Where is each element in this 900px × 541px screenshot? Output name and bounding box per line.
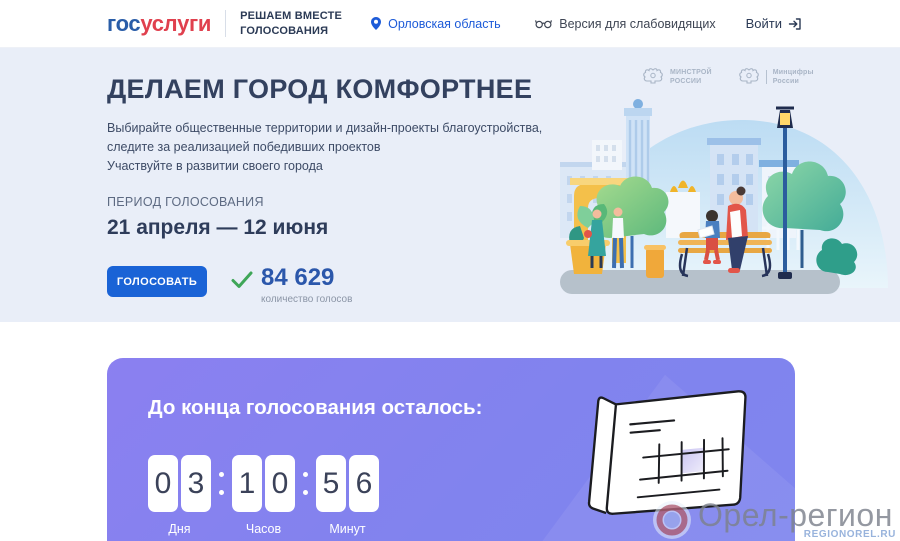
eagle-emblem-icon xyxy=(738,68,759,84)
countdown-heading: До конца голосования осталось: xyxy=(148,396,483,419)
watermark-subtitle: REGIONOREL.RU xyxy=(803,529,896,540)
timer-minutes-digits: 5 6 xyxy=(316,455,379,512)
timer-colon xyxy=(219,455,224,512)
digit-box: 0 xyxy=(148,455,178,512)
region-label: Орловская область xyxy=(388,16,501,31)
header-right: Версия для слабовидящих Войти xyxy=(535,16,802,31)
eagle-emblem-icon xyxy=(643,68,663,84)
login-label: Войти xyxy=(745,16,782,31)
ministry-logos: Минстрой России Минцифры России xyxy=(642,67,814,87)
header: госуслуги РЕШАЕМ ВМЕСТЕ ГОЛОСОВАНИЯ Орло… xyxy=(0,0,900,48)
eyeglasses-icon xyxy=(535,20,553,29)
vote-button[interactable]: ГОЛОСОВАТЬ xyxy=(107,266,207,297)
voting-period-dates: 21 апреля — 12 июня xyxy=(107,216,329,239)
votes-caption: количество голосов xyxy=(261,294,353,305)
hero-content: ДЕЛАЕМ ГОРОД КОМФОРТНЕЕ Выбирайте общест… xyxy=(107,74,567,305)
location-pin-icon xyxy=(371,17,382,30)
region-selector[interactable]: Орловская область xyxy=(370,16,501,31)
voting-period-label: ПЕРИОД ГОЛОСОВАНИЯ xyxy=(107,195,264,209)
logo-part-blue: гос xyxy=(107,10,141,36)
timer-hours-group: 1 0 Часов xyxy=(232,455,295,536)
minstroy-line1: Минстрой xyxy=(670,68,712,76)
timer-colon xyxy=(303,455,308,512)
accessibility-link[interactable]: Версия для слабовидящих xyxy=(535,16,716,31)
digit-box: 0 xyxy=(265,455,295,512)
digit-box: 6 xyxy=(349,455,379,512)
login-arrow-icon xyxy=(788,17,801,30)
minstroy-line2: России xyxy=(670,78,702,85)
timer-days-label: Дня xyxy=(168,522,191,536)
park-illustration xyxy=(560,99,888,294)
mincifry-logo: Минцифры России xyxy=(738,67,814,87)
page-title: ДЕЛАЕМ ГОРОД КОМФОРТНЕЕ xyxy=(107,74,533,104)
gosuslugi-logo[interactable]: госуслуги xyxy=(107,11,211,37)
votes-counter: 84 629 количество голосов xyxy=(231,266,352,305)
digit-box: 5 xyxy=(316,455,346,512)
countdown-section: До конца голосования осталось: 0 3 Дня 1… xyxy=(107,358,795,541)
hero-description-line: Участвуйте в развитии своего города xyxy=(107,159,323,173)
timer-days-digits: 0 3 xyxy=(148,455,211,512)
hero-description-line: Выбирайте общественные территории и диза… xyxy=(107,121,543,135)
mincifry-line1: Минцифры xyxy=(772,68,814,76)
timer-hours-label: Часов xyxy=(245,522,282,536)
ministry-divider xyxy=(765,70,767,84)
login-button[interactable]: Войти xyxy=(746,16,802,31)
digit-box: 1 xyxy=(232,455,262,512)
hero-description-line: следите за реализацией победивших проект… xyxy=(107,140,381,154)
mincifry-text: Минцифры России xyxy=(773,68,814,87)
action-row: ГОЛОСОВАТЬ 84 629 количество голосов xyxy=(107,266,567,305)
hero-section: ДЕЛАЕМ ГОРОД КОМФОРТНЕЕ Выбирайте общест… xyxy=(0,48,900,322)
timer-minutes-group: 5 6 Минут xyxy=(316,455,379,536)
project-name: РЕШАЕМ ВМЕСТЕ ГОЛОСОВАНИЯ xyxy=(240,9,342,38)
header-divider xyxy=(225,10,227,37)
minstroy-text: Минстрой России xyxy=(670,68,712,87)
timer-minutes-label: Минут xyxy=(329,522,366,536)
timer-days-group: 0 3 Дня xyxy=(148,455,211,536)
checkmark-icon xyxy=(231,271,253,288)
project-name-line2: ГОЛОСОВАНИЯ xyxy=(240,24,329,37)
countdown-timer: 0 3 Дня 1 0 Часов 5 6 Минут xyxy=(148,455,379,536)
digit-box: 3 xyxy=(181,455,211,512)
calendar-illustration xyxy=(587,390,747,515)
timer-hours-digits: 1 0 xyxy=(232,455,295,512)
project-name-line1: РЕШАЕМ ВМЕСТЕ xyxy=(240,10,343,23)
votes-count: 84 629 xyxy=(261,264,335,291)
minstroy-logo: Минстрой России xyxy=(642,67,712,87)
accessibility-label: Версия для слабовидящих xyxy=(559,16,716,31)
hero-description: Выбирайте общественные территории и диза… xyxy=(107,119,567,176)
votes-text: 84 629 количество голосов xyxy=(261,264,353,306)
logo-part-red: услуги xyxy=(140,10,212,36)
mincifry-line2: России xyxy=(772,78,800,85)
header-left: госуслуги РЕШАЕМ ВМЕСТЕ ГОЛОСОВАНИЯ Орло… xyxy=(107,9,501,38)
